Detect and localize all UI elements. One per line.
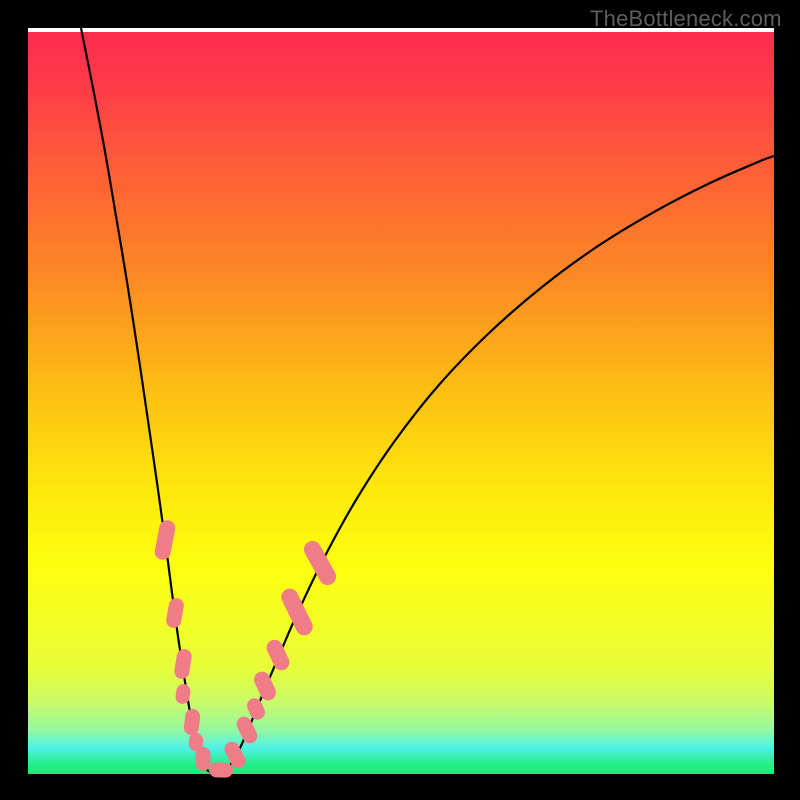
data-marker bbox=[264, 637, 292, 673]
plot-area bbox=[28, 28, 774, 774]
data-marker bbox=[278, 586, 315, 638]
data-marker bbox=[175, 683, 192, 705]
data-marker bbox=[173, 648, 193, 680]
markers-layer bbox=[28, 28, 774, 774]
data-marker bbox=[209, 762, 234, 778]
data-marker bbox=[301, 538, 339, 588]
data-marker bbox=[183, 708, 201, 736]
data-marker bbox=[153, 519, 176, 561]
data-marker bbox=[165, 597, 185, 629]
figure-root: TheBottleneck.com bbox=[0, 0, 800, 800]
watermark-text: TheBottleneck.com bbox=[590, 6, 782, 32]
